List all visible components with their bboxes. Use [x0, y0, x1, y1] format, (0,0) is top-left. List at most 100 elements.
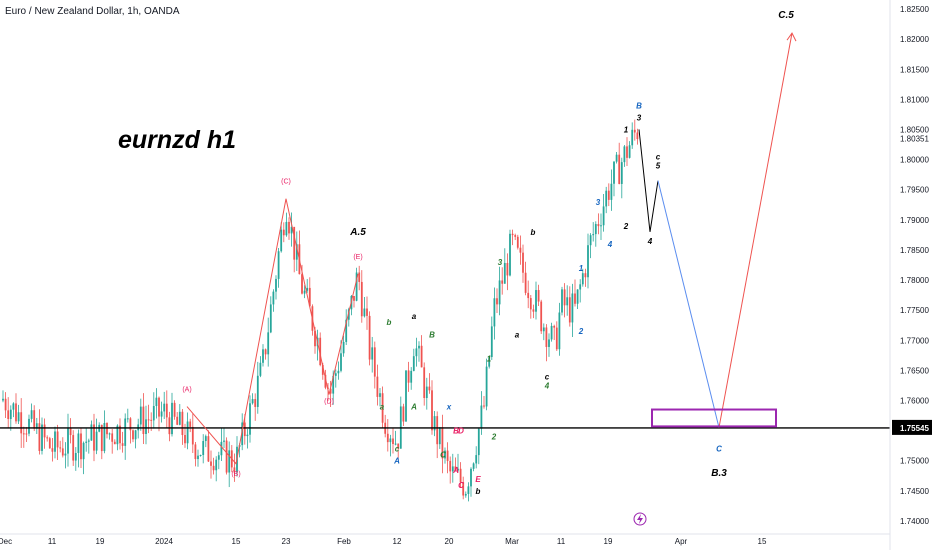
candle [129, 417, 132, 444]
candle [613, 161, 615, 197]
candle [277, 247, 280, 288]
last-price-tag [892, 419, 932, 435]
candle [384, 414, 387, 438]
correction-zigzag[interactable] [186, 198, 359, 465]
price-tick-label: 1.77000 [900, 336, 929, 345]
time-tick-label: 19 [96, 537, 105, 546]
candle [397, 443, 400, 460]
candle [449, 456, 452, 484]
wave-label: b [476, 487, 481, 496]
price-tick-label: 1.81000 [900, 95, 929, 104]
candle [59, 440, 62, 453]
candle [633, 119, 636, 141]
candle [415, 337, 418, 367]
drawing-overlays [0, 32, 890, 526]
projection-up-leg[interactable] [718, 33, 793, 428]
wave-label: 2 [491, 433, 497, 442]
price-tick-label: 1.78500 [900, 246, 929, 255]
candle [111, 428, 114, 454]
wave-label: B [453, 427, 459, 436]
candle [631, 122, 634, 149]
wave-label: B [429, 330, 435, 339]
candle [446, 442, 449, 474]
candle [342, 335, 345, 357]
wave-label: (A) [182, 386, 191, 393]
candle [7, 397, 10, 428]
candle [519, 235, 522, 265]
projection-down-leg[interactable] [657, 180, 720, 428]
candle [558, 302, 561, 356]
candle [470, 467, 472, 497]
candle [509, 229, 511, 277]
candle [410, 367, 413, 390]
candle [103, 410, 106, 454]
price-tick-label: 1.80500 [900, 125, 929, 134]
candle [568, 286, 571, 327]
lightning-icon[interactable] [633, 512, 647, 526]
candle [46, 435, 49, 442]
candle [386, 419, 389, 452]
wave-label: A.5 [349, 227, 366, 238]
candle [566, 285, 569, 316]
price-tick-label: 1.74500 [900, 487, 929, 496]
candle [163, 391, 166, 420]
candle [210, 450, 212, 479]
wave-label: (C) [281, 179, 291, 186]
wave-label: 4 [647, 237, 653, 246]
candle [69, 418, 72, 444]
candle [563, 283, 566, 318]
wave-label: E [475, 475, 481, 484]
candle [355, 267, 358, 302]
candle [392, 427, 394, 454]
candle [542, 323, 545, 341]
candle [581, 268, 584, 287]
candle [12, 402, 15, 418]
wave-label: 4 [607, 240, 613, 249]
candle [186, 412, 189, 450]
candle [41, 417, 43, 455]
symbol-title[interactable]: Euro / New Zealand Dollar, 1h, OANDA [5, 6, 180, 17]
candle [217, 451, 220, 470]
candle [43, 418, 46, 449]
candle [345, 309, 348, 345]
candle [119, 418, 121, 450]
time-tick-label: Dec [0, 537, 12, 546]
candle [594, 221, 597, 247]
candle [74, 447, 77, 471]
wave-label: A [410, 403, 417, 412]
candle [524, 261, 527, 296]
candle [337, 361, 340, 380]
candle [269, 296, 272, 334]
candle [464, 491, 467, 498]
candle [553, 324, 556, 341]
candle [618, 142, 621, 185]
candle [548, 333, 550, 357]
candle [137, 418, 140, 439]
candle [402, 403, 405, 426]
candle [285, 212, 288, 237]
candle [223, 428, 225, 449]
candle [529, 294, 532, 319]
candle [394, 430, 397, 446]
candle [64, 442, 67, 469]
projection-wave-c[interactable] [638, 129, 659, 232]
candle [433, 410, 436, 437]
candle [93, 413, 95, 462]
candle [168, 411, 171, 442]
candle [251, 393, 254, 405]
candle [142, 393, 145, 444]
time-tick-label: 11 [48, 537, 57, 546]
candle [202, 434, 205, 464]
time-tick-label: 15 [232, 537, 241, 546]
candle [121, 431, 124, 453]
wave-label: 4 [544, 381, 550, 390]
candle [371, 336, 374, 373]
target-zone-box[interactable] [651, 408, 777, 428]
wave-label: A [393, 457, 400, 466]
candle [592, 222, 595, 242]
wave-label: 2 [623, 222, 629, 231]
candle [212, 457, 215, 475]
candle [38, 409, 41, 455]
